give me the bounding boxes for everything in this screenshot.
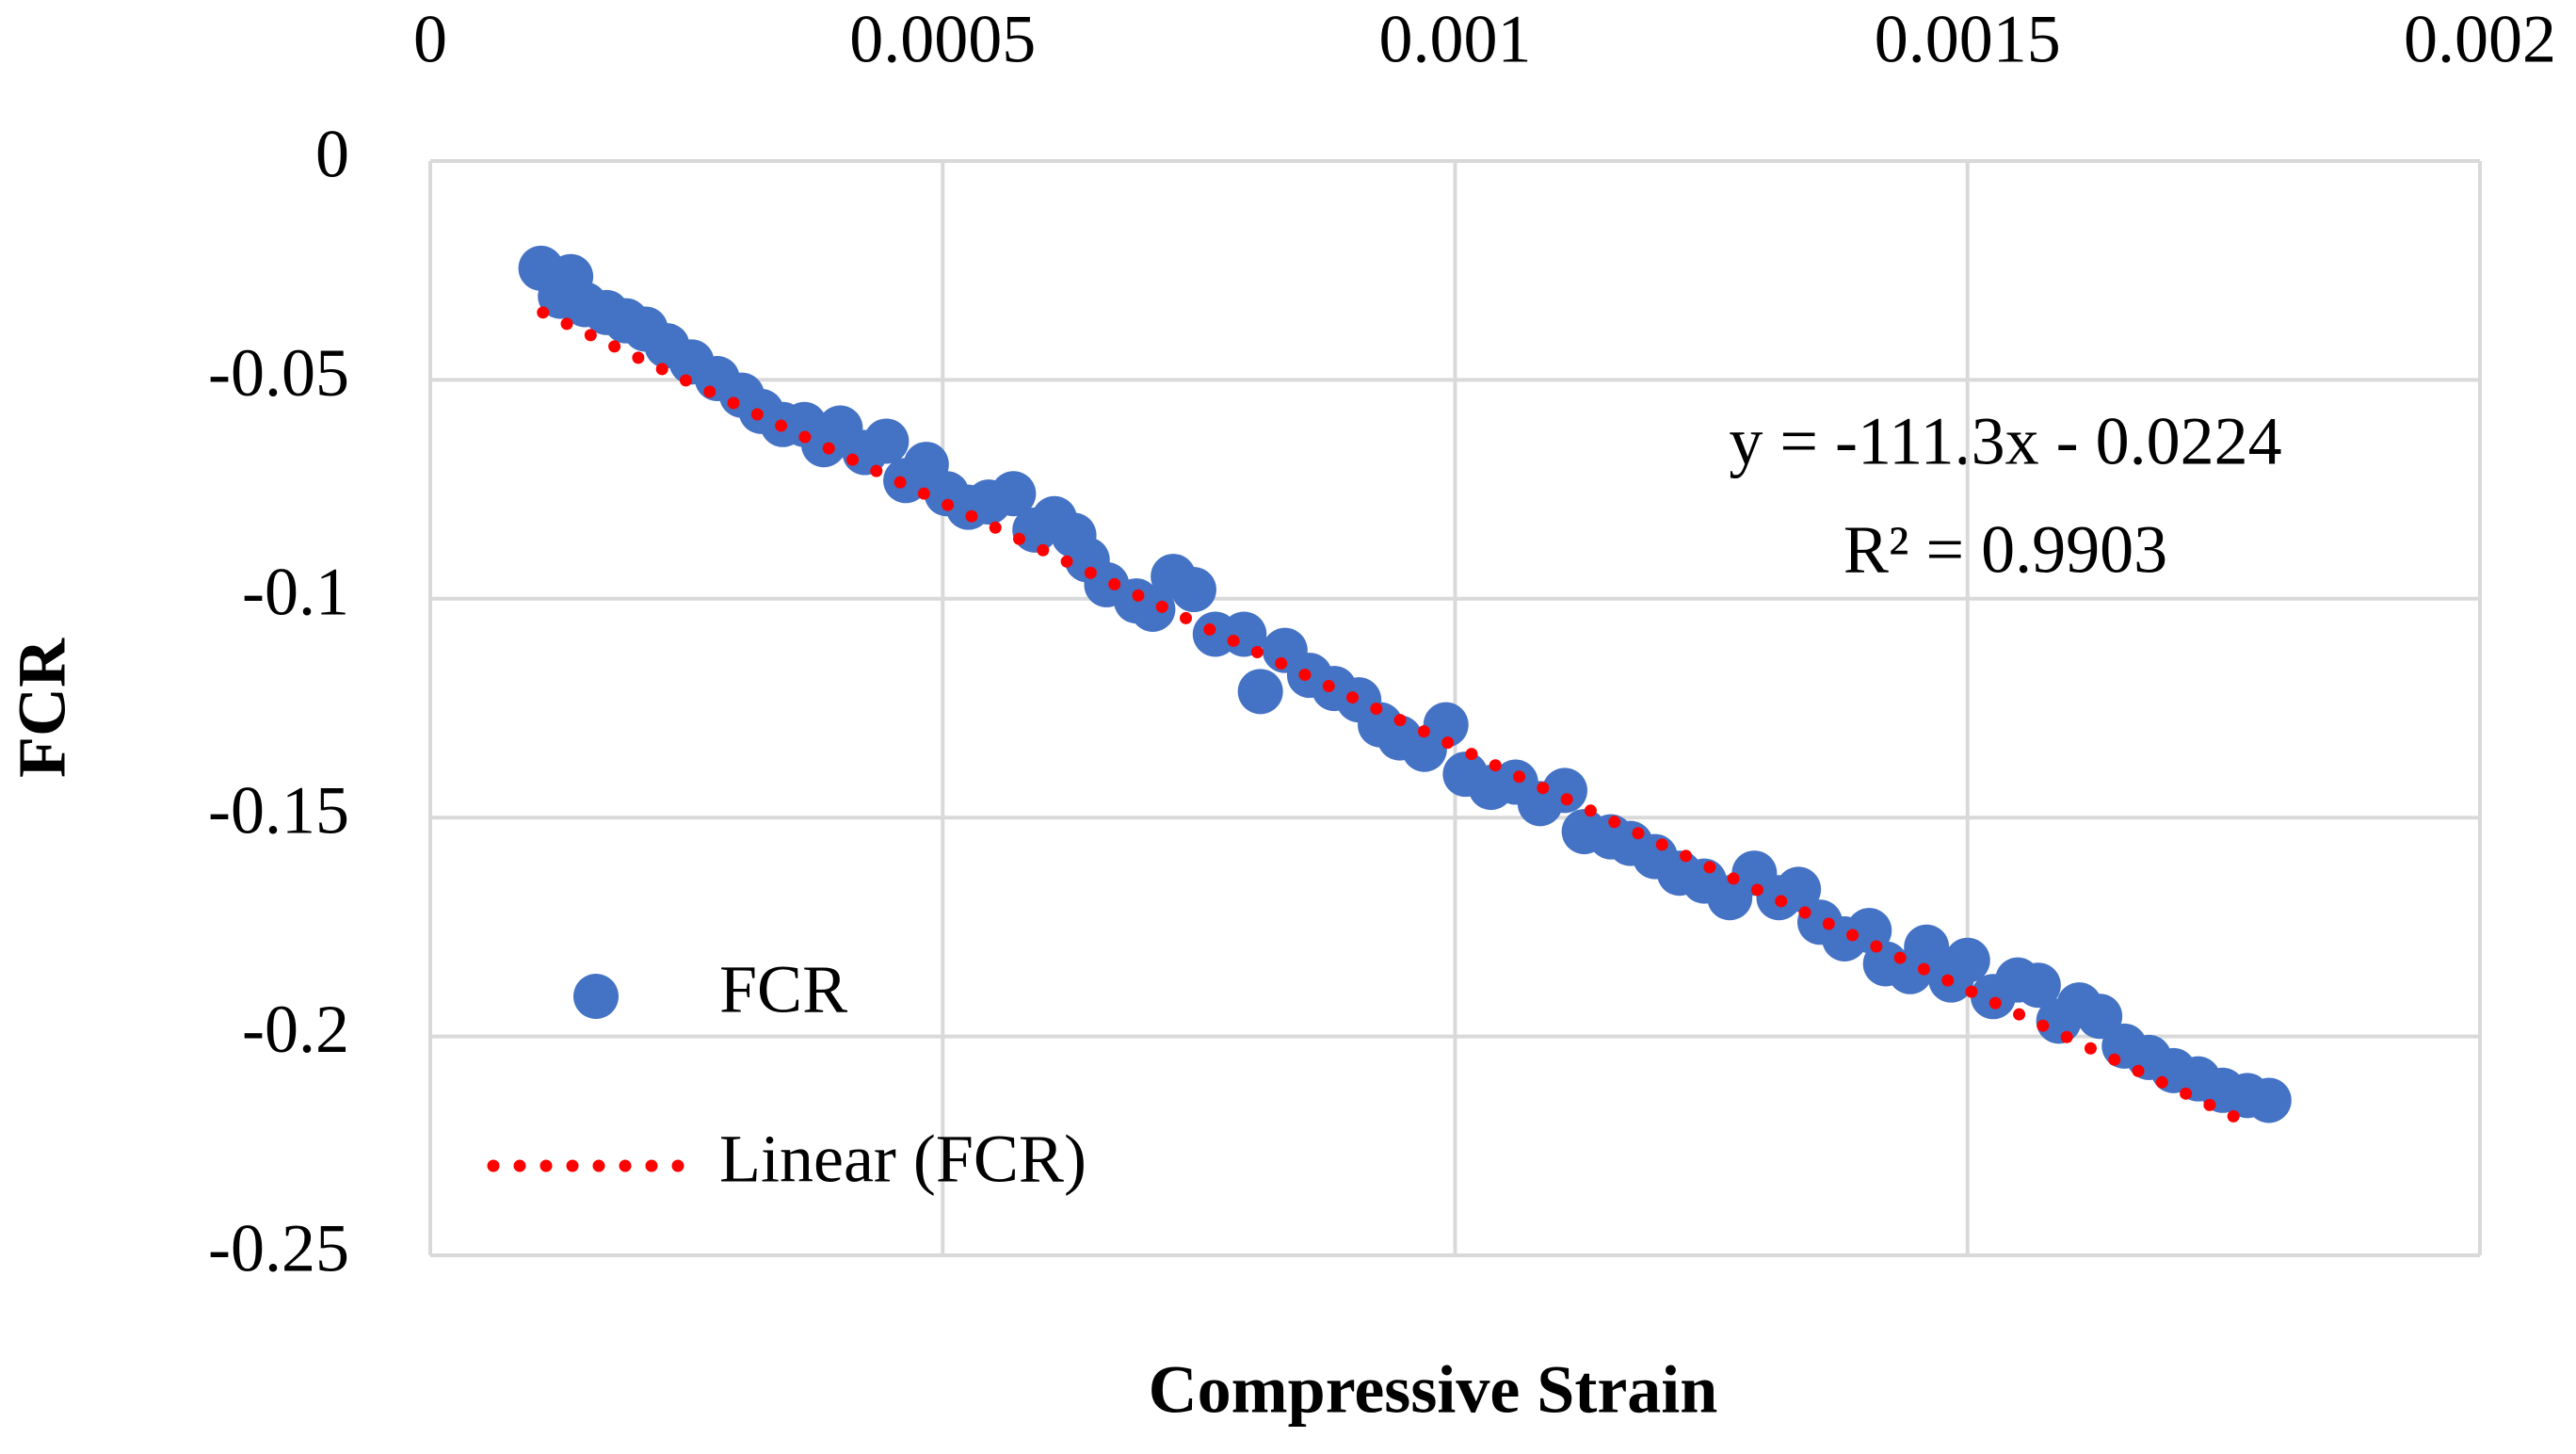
data-point	[863, 418, 910, 464]
y-tick-label: 0	[315, 117, 349, 192]
r-squared: R² = 0.9903	[1843, 512, 2167, 588]
x-tick-label: 0.0015	[1875, 2, 2061, 77]
data-point	[2246, 1077, 2292, 1123]
x-axis-label: Compressive Strain	[1149, 1352, 1718, 1428]
data-point	[1904, 924, 1950, 970]
y-tick-label: -0.15	[208, 773, 349, 848]
trendline	[537, 306, 2241, 1123]
y-axis-label: FCR	[5, 638, 80, 778]
y-tick-label: -0.05	[208, 335, 349, 411]
data-point	[1170, 567, 1216, 613]
y-tick-label: -0.2	[242, 992, 349, 1067]
x-tick-label: 0	[413, 2, 447, 77]
data-point	[1423, 702, 1469, 748]
x-tick-label: 0.002	[2404, 2, 2556, 77]
x-tick-label: 0.0005	[849, 2, 1036, 77]
x-tick-label: 0.001	[1379, 2, 1532, 77]
equation: y = -111.3x - 0.0224	[1729, 404, 2281, 479]
y-tick-label: -0.1	[242, 554, 349, 629]
y-tick-label: -0.25	[208, 1211, 349, 1286]
data-point	[2077, 994, 2123, 1040]
legend-label: FCR	[719, 952, 847, 1027]
legend-marker	[573, 974, 619, 1019]
legend-label: Linear (FCR)	[719, 1122, 1087, 1197]
data-point	[1237, 669, 1283, 715]
data-point	[1944, 937, 1990, 983]
data-point	[990, 471, 1037, 517]
data-point	[2015, 962, 2061, 1009]
data-point	[1541, 767, 1587, 814]
